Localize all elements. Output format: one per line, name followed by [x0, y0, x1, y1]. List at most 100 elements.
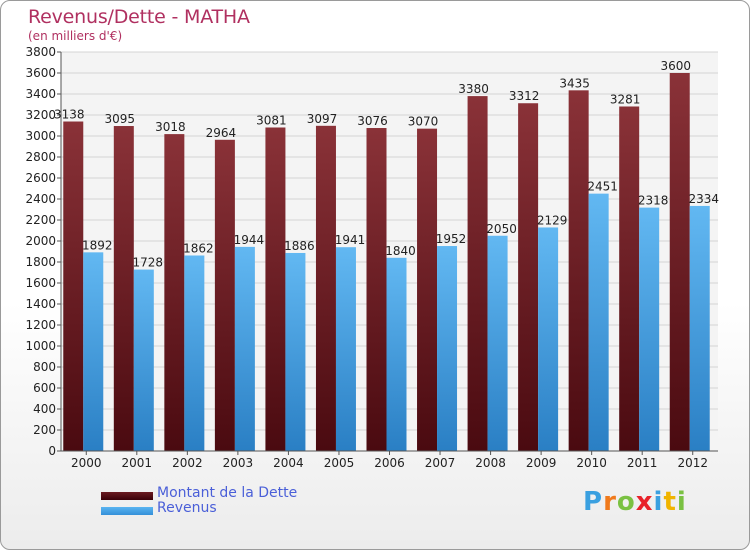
data-label-revenus: 1941	[335, 233, 366, 247]
bars	[63, 73, 710, 452]
y-tick-label: 600	[33, 381, 56, 395]
data-label-revenus: 2129	[537, 213, 568, 227]
data-label-dette: 3380	[458, 82, 489, 96]
data-label-dette: 3312	[509, 89, 540, 103]
data-label-dette: 3281	[610, 92, 641, 106]
bar-revenus	[437, 246, 458, 451]
data-label-revenus: 1840	[385, 244, 416, 258]
x-tick-label: 2007	[425, 456, 456, 470]
y-tick-label: 3400	[25, 87, 56, 101]
logo-letter: t	[663, 487, 677, 517]
data-label-revenus: 1952	[436, 232, 467, 246]
data-label-revenus: 2451	[587, 180, 618, 194]
bar-dette	[63, 121, 84, 451]
data-label-revenus: 2334	[688, 192, 719, 206]
bar-dette	[417, 128, 438, 451]
bar-dette	[467, 96, 488, 451]
y-tick-label: 2000	[25, 234, 56, 248]
logo-letter: r	[603, 487, 617, 517]
logo-letter: i	[653, 487, 664, 517]
bar-revenus	[184, 255, 205, 451]
x-tick-label: 2011	[627, 456, 658, 470]
y-tick-label: 3600	[25, 66, 56, 80]
data-label-revenus: 2318	[638, 194, 669, 208]
bar-revenus	[234, 246, 255, 451]
legend-swatch-revenus	[101, 507, 153, 515]
x-tick-label: 2002	[172, 456, 203, 470]
x-tick-label: 2012	[677, 456, 708, 470]
bar-revenus	[83, 252, 104, 451]
y-tick-label: 1600	[25, 276, 56, 290]
y-tick-label: 1800	[25, 255, 56, 269]
bar-revenus	[689, 205, 710, 451]
chart-title: Revenus/Dette - MATHA	[28, 6, 250, 28]
y-tick-label: 3800	[25, 45, 56, 59]
data-label-revenus: 2050	[486, 222, 517, 236]
logo-letter: i	[676, 487, 687, 517]
y-tick-label: 800	[33, 360, 56, 374]
legend-label-dette: Montant de la Dette	[157, 485, 298, 501]
bar-dette	[315, 125, 336, 451]
bar-dette	[518, 103, 539, 452]
bar-revenus	[639, 207, 660, 451]
y-tick-label: 1000	[25, 339, 56, 353]
data-label-revenus: 1728	[133, 256, 164, 270]
legend-swatch-dette	[101, 492, 153, 500]
bar-dette	[366, 128, 387, 451]
x-tick-label: 2010	[576, 456, 607, 470]
y-axis: 0 200 400 600 800 1000 1200 1400 1600 1800 2000 220…	[25, 45, 62, 458]
data-label-revenus: 1944	[234, 233, 265, 247]
chart-subtitle: (en milliers d'€)	[28, 29, 123, 43]
bar-dette	[113, 126, 134, 452]
y-tick-label: 200	[33, 423, 56, 437]
y-tick-label: 0	[48, 444, 56, 458]
data-label-dette: 3018	[155, 120, 186, 134]
data-label-revenus: 1892	[82, 238, 113, 252]
x-tick-label: 2008	[475, 456, 506, 470]
logo-letter: x	[635, 487, 654, 517]
data-label-dette: 2964	[206, 126, 237, 140]
bar-dette	[265, 127, 286, 452]
bar-revenus	[588, 193, 609, 451]
logo-letter: o	[616, 487, 636, 517]
data-label-dette: 3095	[105, 112, 136, 126]
data-label-revenus: 1862	[183, 241, 214, 255]
x-tick-label: 2006	[374, 456, 405, 470]
bar-revenus	[487, 235, 508, 451]
x-tick-label: 2004	[273, 456, 304, 470]
bar-revenus	[335, 247, 356, 451]
y-tick-label: 2400	[25, 192, 56, 206]
data-labels: 3138 1892 3095 1728 3018 1862 2964 1944 3081 1886…	[54, 59, 719, 270]
data-label-dette: 3138	[54, 108, 85, 122]
data-label-dette: 3076	[357, 114, 388, 128]
data-label-revenus: 1886	[284, 239, 315, 253]
y-tick-label: 2800	[25, 150, 56, 164]
bar-dette	[619, 106, 640, 452]
x-tick-label: 2000	[71, 456, 102, 470]
proxiti-logo: Proxiti	[583, 487, 687, 517]
bar-dette	[164, 134, 185, 452]
data-label-dette: 3600	[660, 59, 691, 73]
bar-dette	[568, 90, 589, 451]
legend-label-revenus: Revenus	[157, 500, 217, 516]
bar-revenus	[285, 252, 306, 451]
y-tick-label: 2600	[25, 171, 56, 185]
x-tick-label: 2003	[223, 456, 254, 470]
bar-dette	[669, 73, 690, 451]
bar-dette	[214, 139, 235, 451]
bar-revenus	[133, 269, 154, 451]
y-tick-label: 1200	[25, 318, 56, 332]
bar-revenus	[386, 257, 407, 451]
x-tick-label: 2001	[122, 456, 153, 470]
y-tick-label: 3200	[25, 108, 56, 122]
data-label-dette: 3097	[307, 112, 338, 126]
x-axis: 2000 2001 2002 2003 2004 2005 2006 2007 2008 2009…	[61, 450, 718, 470]
bar-revenus	[538, 227, 559, 451]
data-label-dette: 3081	[256, 113, 287, 127]
data-label-dette: 3435	[559, 76, 590, 90]
y-tick-label: 2200	[25, 213, 56, 227]
data-label-dette: 3070	[408, 115, 439, 129]
y-tick-label: 400	[33, 402, 56, 416]
